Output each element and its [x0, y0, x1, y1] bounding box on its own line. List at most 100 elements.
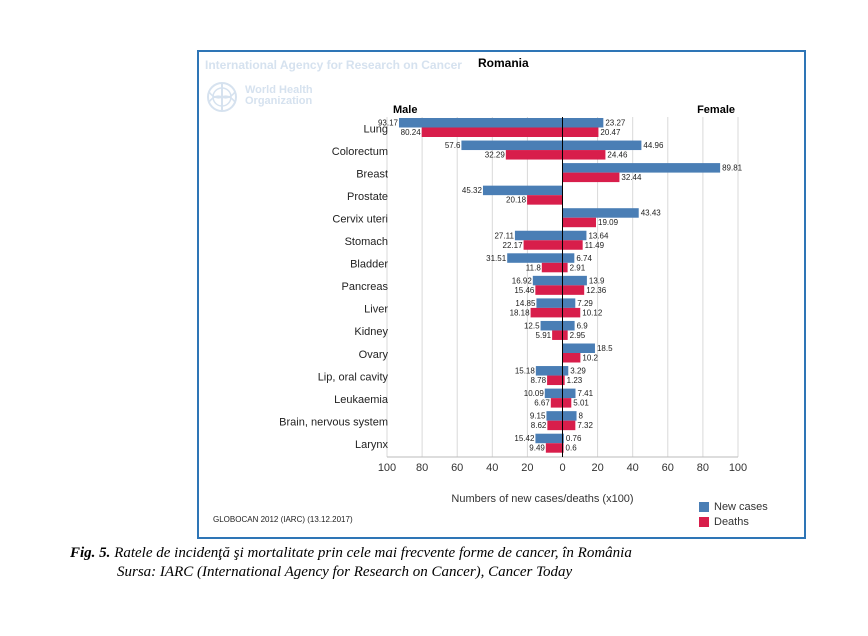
category-label: Colorectum [332, 146, 388, 158]
female-new-cases-bar [562, 320, 575, 331]
data-label: 5.01 [573, 399, 589, 408]
data-label: 2.91 [570, 263, 586, 272]
data-label: 15.18 [515, 367, 536, 376]
male-new-cases-bar [535, 366, 563, 376]
data-label: 9.49 [529, 444, 545, 453]
female-deaths-bar [562, 150, 606, 160]
male-deaths-bar [535, 285, 563, 295]
legend-swatch-deaths [699, 516, 709, 527]
legend-item-new-cases: New cases [699, 499, 768, 514]
male-side-label: Male [393, 104, 417, 116]
data-label: 5.91 [536, 331, 552, 340]
male-deaths-bar [527, 195, 563, 205]
data-label: 89.81 [722, 164, 743, 173]
category-label: Lip, oral cavity [318, 371, 389, 383]
female-deaths-bar [562, 127, 599, 137]
x-tick-label: 40 [486, 462, 498, 474]
female-deaths-bar [562, 375, 565, 386]
data-label: 9.15 [530, 412, 546, 421]
data-label: 93.17 [378, 119, 399, 128]
data-label: 57.6 [445, 141, 461, 150]
legend-label-deaths: Deaths [714, 515, 749, 528]
x-tick-label: 80 [697, 462, 709, 474]
female-new-cases-bar [562, 388, 576, 399]
data-label: 2.95 [570, 331, 586, 340]
legend-swatch-new-cases [699, 501, 709, 512]
male-new-cases-bar [535, 433, 563, 444]
data-label: 10.2 [582, 354, 598, 363]
data-label: 6.74 [576, 254, 592, 263]
x-tick-label: 80 [416, 462, 428, 474]
data-label: 14.85 [515, 299, 536, 308]
female-deaths-bar [562, 285, 585, 295]
who-name-line-2: Organization [245, 95, 313, 107]
x-axis-title: Numbers of new cases/deaths (x100) [451, 493, 633, 505]
data-label: 7.32 [577, 421, 593, 430]
data-label: 31.51 [486, 254, 507, 263]
female-new-cases-bar [562, 366, 569, 376]
data-label: 12.36 [586, 286, 607, 295]
chart-frame: International Agency for Research on Can… [197, 50, 806, 539]
data-label: 20.18 [506, 196, 527, 205]
category-label: Kidney [354, 326, 388, 338]
data-label: 0.76 [566, 434, 582, 443]
category-label: Lung [364, 123, 388, 135]
male-new-cases-bar [507, 253, 563, 263]
female-deaths-bar [562, 172, 620, 183]
female-deaths-bar [562, 420, 576, 431]
source-note: GLOBOCAN 2012 (IARC) (13.12.2017) [213, 515, 353, 524]
data-label: 80.24 [401, 128, 422, 137]
iarc-header-text: International Agency for Research on Can… [205, 58, 462, 72]
female-deaths-bar [562, 443, 564, 453]
male-new-cases-bar [398, 118, 563, 128]
data-label: 8 [579, 412, 584, 421]
female-deaths-bar [562, 398, 572, 408]
category-label: Liver [364, 304, 388, 316]
female-new-cases-bar [562, 163, 721, 173]
data-label: 22.17 [503, 241, 524, 250]
female-new-cases-bar [562, 118, 604, 128]
data-label: 1.23 [567, 376, 583, 385]
category-label: Leukaemia [334, 394, 389, 406]
data-label: 20.47 [600, 128, 621, 137]
category-label: Pancreas [342, 281, 389, 293]
x-tick-label: 0 [559, 462, 565, 474]
data-label: 45.32 [462, 186, 483, 195]
male-new-cases-bar [544, 388, 563, 399]
who-name-line-1: World Health [245, 84, 313, 96]
category-label: Ovary [359, 349, 389, 361]
who-name: World Health Organization [245, 85, 313, 107]
caption-fig-text: Ratele de incidenţă şi mortalitate prin … [110, 545, 632, 561]
male-deaths-bar [545, 443, 563, 453]
x-tick-label: 100 [378, 462, 396, 474]
x-tick-label: 100 [729, 462, 747, 474]
figure-caption: Fig. 5. Ratele de incidenţă şi mortalita… [70, 544, 632, 582]
male-new-cases-bar [461, 140, 563, 151]
data-label: 6.9 [577, 321, 589, 330]
data-label: 13.64 [588, 231, 609, 240]
female-new-cases-bar [562, 298, 576, 308]
female-new-cases-bar [562, 230, 587, 241]
male-new-cases-bar [532, 275, 563, 286]
female-new-cases-bar [562, 411, 577, 421]
data-label: 15.42 [514, 434, 535, 443]
data-label: 11.8 [526, 263, 542, 272]
female-new-cases-bar [562, 140, 642, 151]
data-label: 3.29 [570, 367, 586, 376]
who-emblem-icon [207, 82, 237, 112]
female-new-cases-bar [562, 433, 564, 444]
chart-title: Romania [478, 56, 529, 70]
female-new-cases-bar [562, 343, 595, 353]
x-tick-label: 20 [591, 462, 603, 474]
chart-legend: New cases Deaths [699, 499, 768, 529]
data-label: 27.11 [494, 231, 514, 240]
female-new-cases-bar [562, 253, 575, 263]
data-label: 11.49 [585, 241, 605, 250]
female-side-label: Female [697, 104, 735, 116]
data-label: 12.5 [524, 321, 540, 330]
data-label: 18.5 [597, 344, 613, 353]
female-deaths-bar [562, 240, 583, 250]
data-label: 7.41 [578, 389, 594, 398]
male-new-cases-bar [514, 230, 563, 241]
data-label: 10.09 [524, 389, 545, 398]
